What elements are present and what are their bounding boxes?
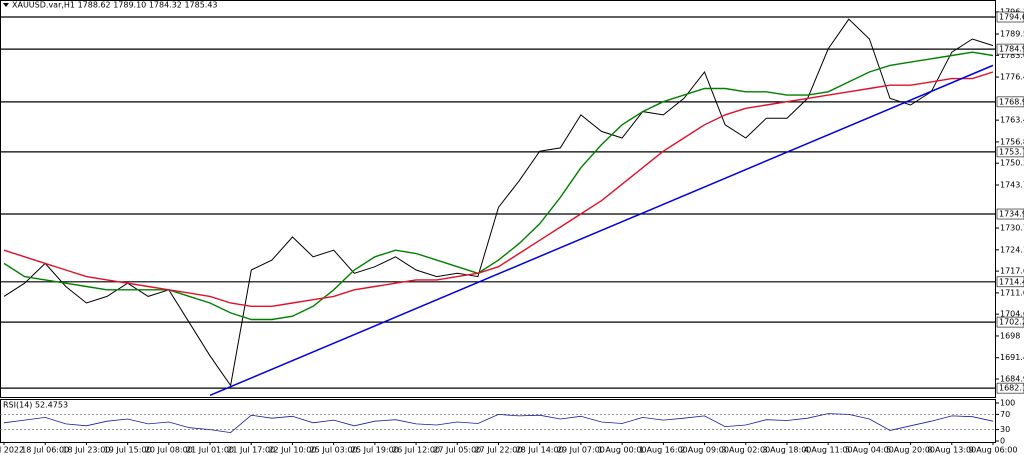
x-tick-label: 27 Jul 05:00: [433, 446, 481, 455]
y-tick-label: 1763.4: [1000, 116, 1024, 125]
rsi-tick-label: 70: [1000, 410, 1010, 419]
x-tick-label: 1 Aug 16:00: [639, 446, 688, 455]
x-tick-label: 21 Jul 17:00: [227, 446, 275, 455]
x-tick-label: 18 Jul 23:00: [62, 446, 110, 455]
level-label: 1784.93: [999, 45, 1024, 54]
rsi-tick-label: 0: [1000, 437, 1005, 446]
x-tick-label: 4 Aug 11:00: [804, 446, 853, 455]
level-label-box: [996, 208, 1024, 220]
x-tick-label: 22 Jul 10:00: [268, 446, 316, 455]
y-tick-label: 1698: [1000, 331, 1020, 340]
x-tick-label: 8 Aug 13:00: [927, 446, 976, 455]
x-tick-label: 21 Jul 01:00: [186, 446, 234, 455]
x-tick-label: 1 Aug 00:00: [598, 446, 647, 455]
y-tick-label: 1724.1: [1000, 245, 1024, 254]
x-tick-label: 28 Jul 14:00: [516, 446, 564, 455]
level-label-box: [996, 43, 1024, 55]
x-tick-label: 5 Aug 04:00: [845, 446, 894, 455]
y-tick-label: 1756.8: [1000, 137, 1024, 146]
rsi-title: RSI(14) 52.4753: [3, 401, 68, 410]
x-tick-label: 5 Aug 20:00: [886, 446, 935, 455]
y-tick-label: 1691.4: [1000, 353, 1024, 362]
level-label: 1768.94: [999, 97, 1024, 106]
level-label: 1734.95: [999, 210, 1024, 219]
level-label: 1753.78: [999, 147, 1024, 156]
main-frame: [0, 0, 996, 398]
level-label-box: [996, 146, 1024, 158]
level-label: 1714.41: [999, 277, 1024, 286]
x-tick-label: 2 Aug 09:00: [680, 446, 729, 455]
x-tick-label: 18 Jul 06:00: [21, 446, 69, 455]
y-tick-label: 1789.5: [1000, 30, 1024, 39]
level-label-box: [996, 276, 1024, 288]
rsi-line: [3, 413, 994, 434]
y-tick-label: 1776.45: [1000, 73, 1024, 82]
y-tick-label: 1783.05: [1000, 51, 1024, 60]
chart-title: XAUUSD.var,H1 1788.62 1789.10 1784.32 17…: [12, 1, 218, 10]
level-label-box: [996, 11, 1024, 23]
x-tick-label: 20 Jul 08:00: [145, 446, 193, 455]
x-tick-label: 25 Jul 19:00: [351, 446, 399, 455]
y-tick-label: 1743.75: [1000, 180, 1024, 189]
x-tick-label: 3 Aug 18:00: [763, 446, 812, 455]
y-tick-label: 1750.35: [1000, 159, 1024, 168]
level-label: 1702.2: [999, 318, 1024, 327]
x-tick-label: 3 Aug 02:00: [721, 446, 770, 455]
x-tick-label: 9 Aug 06:00: [969, 446, 1018, 455]
y-tick-label: 1711.05: [1000, 288, 1024, 297]
level-label-box: [996, 96, 1024, 108]
rsi-tick-label: 30: [1000, 425, 1010, 434]
x-tick-label: 19 Jul 15:00: [104, 446, 152, 455]
level-label: 1682.18: [999, 384, 1024, 393]
level-label-box: [996, 382, 1024, 394]
level-label: 1794.66: [999, 13, 1024, 22]
x-tick-label: 5 Jul 2022: [0, 446, 24, 455]
rsi-tick-label: 100: [1000, 399, 1015, 408]
y-tick-label: 1684.95: [1000, 375, 1024, 384]
x-tick-label: 25 Jul 03:00: [310, 446, 358, 455]
y-tick-label: 1704.6: [1000, 310, 1024, 319]
symbol-arrow: [3, 3, 9, 7]
series-line: [3, 71, 994, 307]
x-tick-label: 26 Jul 12:00: [392, 446, 440, 455]
x-tick-label: 27 Jul 22:00: [475, 446, 523, 455]
level-label-box: [996, 316, 1024, 328]
x-tick-label: 29 Jul 07:00: [557, 446, 605, 455]
y-tick-label: 1717.65: [1000, 267, 1024, 276]
trendline: [209, 64, 994, 397]
y-tick-label: 1730.7: [1000, 224, 1024, 233]
